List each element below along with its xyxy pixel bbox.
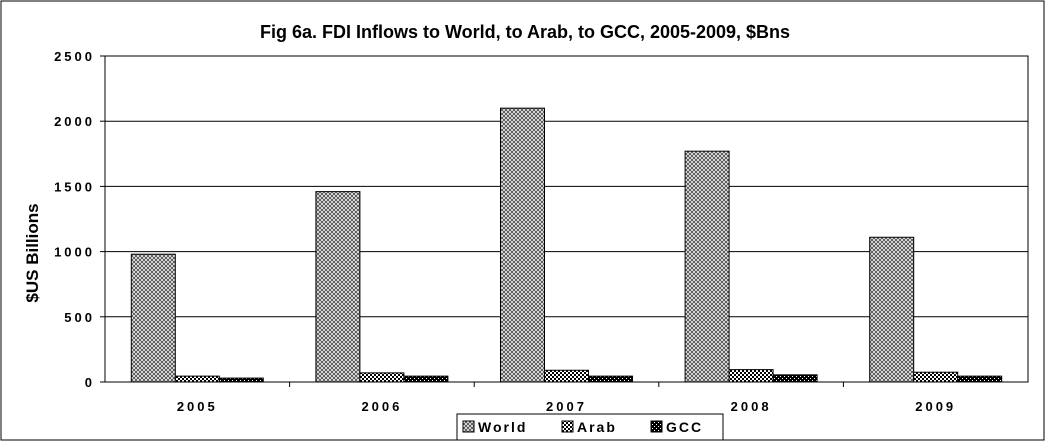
x-tick-labels: 2005 2006 2007 2008 2009	[177, 399, 956, 414]
y-tick-label: 1500	[54, 179, 95, 194]
x-tick-label: 2009	[915, 399, 956, 414]
legend: World Arab GCC	[456, 413, 724, 441]
plot-area-frame	[104, 55, 1029, 383]
bar-world-2006	[315, 191, 361, 383]
bar-arab-2007	[544, 369, 589, 383]
bar-world-2008	[684, 150, 730, 383]
y-tick-label: 2000	[54, 114, 95, 129]
bar-world-2009	[869, 236, 915, 383]
y-tick-label: 2500	[54, 49, 95, 64]
legend-label-arab: Arab	[577, 419, 617, 435]
legend-label-gcc: GCC	[666, 419, 703, 435]
legend-box	[456, 413, 724, 441]
bar-arab-2008	[728, 369, 774, 383]
bar-gcc-2006	[403, 375, 449, 383]
x-tick-label: 2005	[177, 399, 218, 414]
y-tick-labels: 0 500 1000 1500 2000 2500	[54, 49, 95, 390]
legend-swatch-world	[462, 420, 475, 433]
chart-title: Fig 6a. FDI Inflows to World, to Arab, t…	[260, 22, 790, 42]
bar-arab-2006	[359, 372, 405, 383]
x-tick-label: 2008	[731, 399, 772, 414]
legend-swatch-arab	[561, 420, 574, 433]
bar-arab-2005	[174, 375, 220, 383]
x-tick-label: 2007	[546, 399, 587, 414]
bar-gcc-2007	[588, 375, 633, 383]
bar-world-2005	[130, 253, 176, 383]
legend-swatch-gcc	[650, 420, 663, 433]
x-tick-label: 2006	[361, 399, 402, 414]
y-tick-label: 500	[64, 310, 95, 325]
y-tick-label: 1000	[54, 245, 95, 260]
y-tick-label: 0	[85, 375, 95, 390]
y-axis-label: $US Billions	[23, 203, 42, 302]
bar-gcc-2005	[218, 377, 264, 383]
bar-arab-2009	[913, 371, 959, 383]
bar-world-2007	[500, 107, 545, 383]
bar-gcc-2008	[772, 374, 818, 383]
bar-gcc-2009	[957, 375, 1003, 383]
legend-label-world: World	[478, 419, 527, 435]
